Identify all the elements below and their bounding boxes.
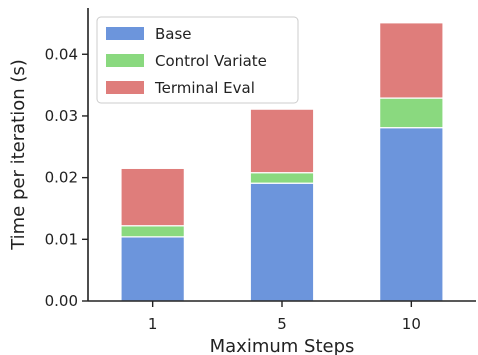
- bar-base-5: [249, 182, 315, 302]
- bar-control-variate-1: [120, 225, 185, 238]
- legend-label-base: Base: [155, 25, 192, 43]
- x-tick-label: 10: [402, 315, 421, 333]
- legend-label-control-variate: Control Variate: [155, 52, 267, 70]
- y-tick-label: 0.01: [45, 230, 78, 248]
- y-tick-label: 0.00: [45, 292, 78, 310]
- bar-terminal-eval-5: [249, 108, 315, 174]
- legend: Base Control Variate Terminal Eval: [96, 16, 299, 104]
- legend-swatch-base: [106, 27, 144, 40]
- axes-group: 0.00 0.01 0.02 0.03 0.04 1 5 10: [45, 8, 476, 333]
- bars-group: [120, 22, 444, 302]
- y-tick-label: 0.03: [45, 107, 78, 125]
- bar-control-variate-5: [249, 172, 315, 184]
- legend-label-terminal-eval: Terminal Eval: [154, 79, 255, 97]
- bar-base-1: [120, 236, 185, 302]
- y-tick-label: 0.02: [45, 169, 78, 187]
- y-tick-label: 0.04: [45, 45, 78, 63]
- legend-swatch-terminal-eval: [106, 81, 144, 94]
- legend-swatch-control-variate: [106, 54, 144, 67]
- bar-base-10: [379, 127, 444, 302]
- bar-terminal-eval-10: [379, 22, 444, 99]
- x-axis-label: Maximum Steps: [210, 336, 355, 355]
- legend-frame: [96, 16, 299, 104]
- y-axis-label: Time per iteration (s): [8, 59, 29, 251]
- x-tick-label: 1: [148, 315, 158, 333]
- x-tick-label: 5: [277, 315, 287, 333]
- bar-terminal-eval-1: [120, 167, 185, 227]
- bar-control-variate-10: [379, 97, 444, 129]
